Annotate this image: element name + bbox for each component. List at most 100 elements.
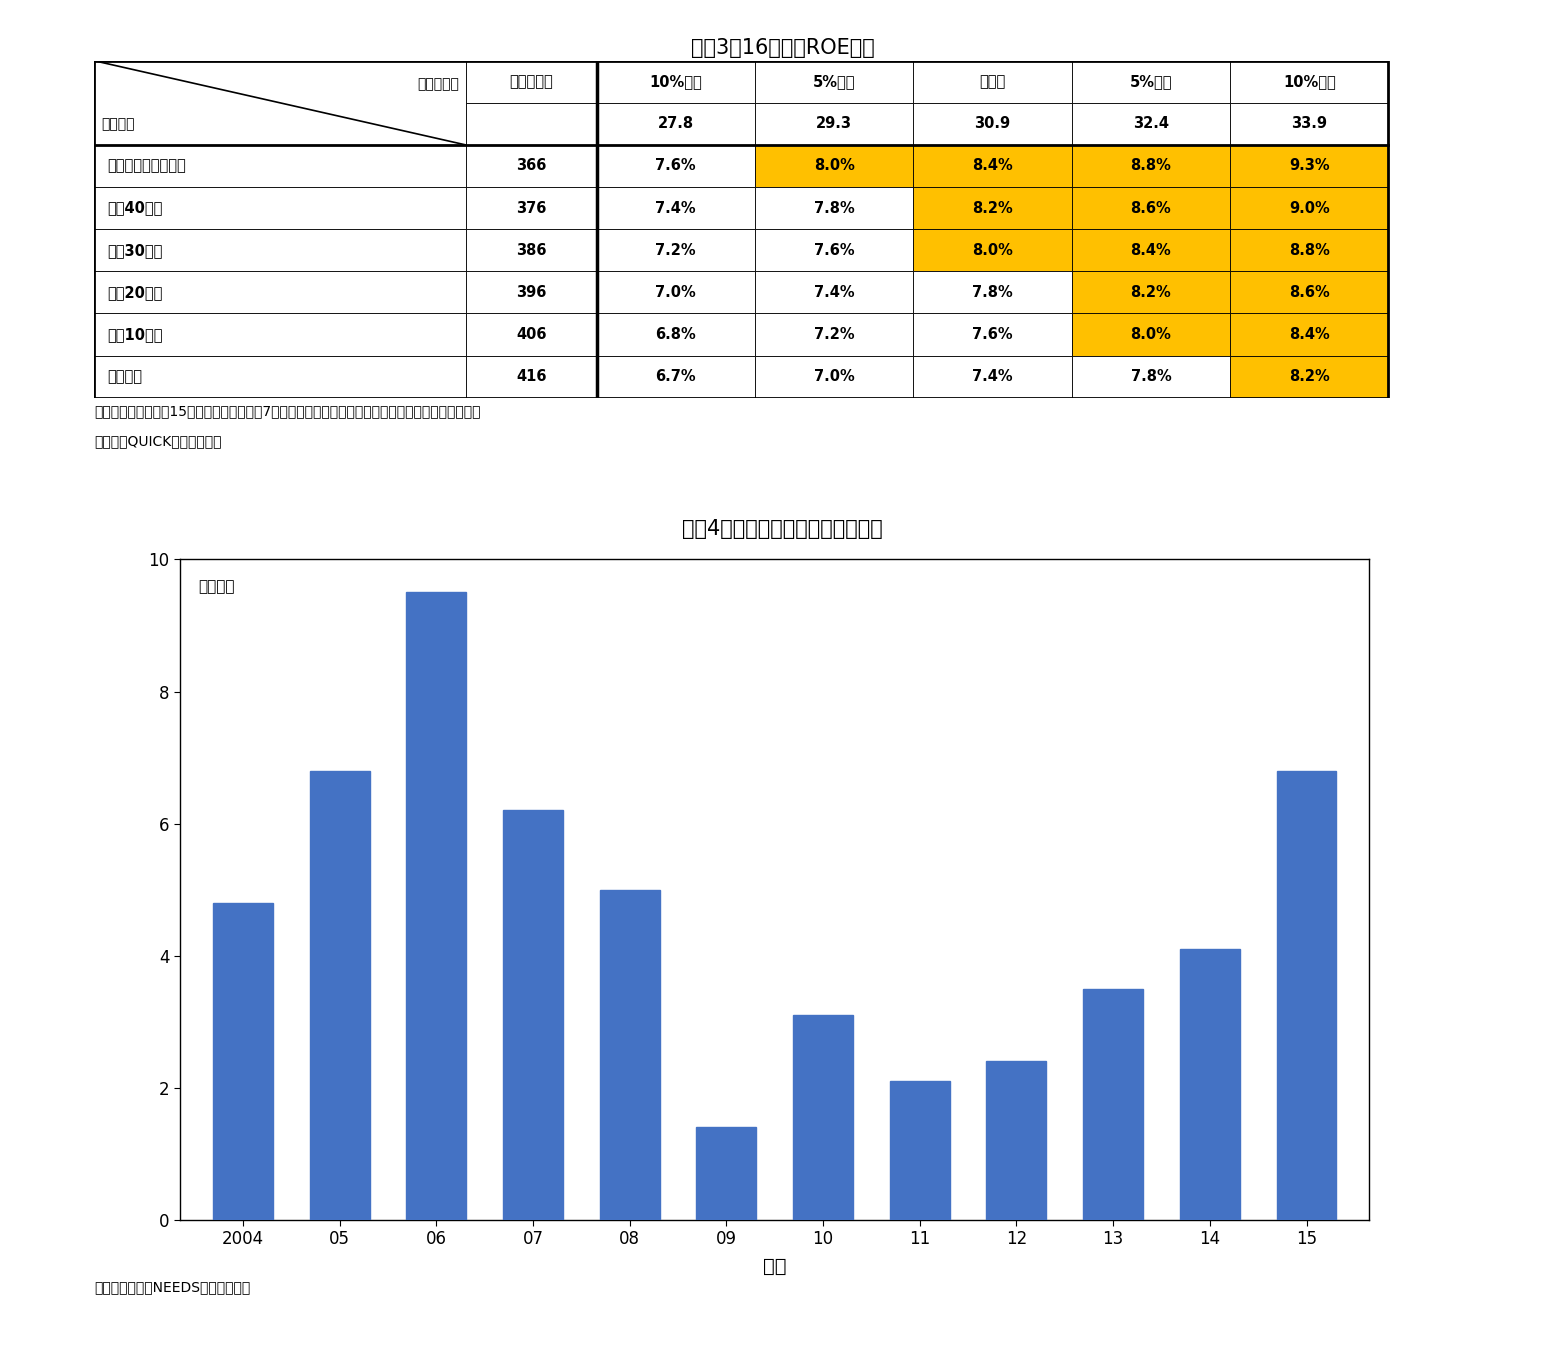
Text: 366: 366 [516,159,546,174]
Text: 8.8%: 8.8% [1130,159,1171,174]
Bar [596,187,754,229]
Bar [1083,989,1142,1220]
Text: 『図3』16年度のROE試算: 『図3』16年度のROE試算 [690,38,875,58]
Bar [596,229,754,271]
Text: 同　10兆円: 同 10兆円 [108,328,163,342]
Bar [914,229,1072,271]
Text: （資料）QUICKから筆者作成: （資料）QUICKから筆者作成 [94,434,221,448]
Bar [1230,187,1388,229]
Text: 自己資本: 自己資本 [100,117,135,131]
Text: 8.2%: 8.2% [972,201,1013,216]
Text: 『図4』上場企業の自社株買い金額: 『図4』上場企業の自社株買い金額 [682,519,883,539]
Bar [914,271,1072,314]
Bar [1072,61,1230,102]
Text: 386: 386 [516,243,546,257]
Bar [1230,146,1388,187]
Bar [1072,356,1230,398]
Text: 同　20兆円: 同 20兆円 [108,284,163,299]
Text: 7.4%: 7.4% [656,201,696,216]
Bar [754,187,914,229]
Text: 7.8%: 7.8% [972,284,1013,299]
Text: 7.4%: 7.4% [972,369,1013,384]
Text: 8.2%: 8.2% [1130,284,1171,299]
Text: 27.8: 27.8 [657,116,693,131]
Text: 7.0%: 7.0% [814,369,854,384]
Text: （資料）　日経NEEDSより筆者作成: （資料） 日経NEEDSより筆者作成 [94,1281,250,1294]
Text: 7.8%: 7.8% [1130,369,1171,384]
X-axis label: 年度: 年度 [762,1256,787,1275]
Text: 396: 396 [516,284,546,299]
Text: 当期純利益: 当期純利益 [509,74,552,89]
Text: 7.6%: 7.6% [972,328,1013,342]
Bar [754,271,914,314]
Bar [914,102,1072,146]
Text: 横ばい: 横ばい [980,74,1006,89]
Bar [94,314,466,356]
Text: 7.2%: 7.2% [814,328,854,342]
Text: 7.8%: 7.8% [814,201,854,216]
Text: 32.4: 32.4 [1133,116,1169,131]
Bar [1072,146,1230,187]
Text: 9.0%: 9.0% [1290,201,1330,216]
Text: 9.3%: 9.3% [1290,159,1330,174]
Bar [914,314,1072,356]
Text: 自社株買い５０兆円: 自社株買い５０兆円 [108,159,186,174]
Bar [754,356,914,398]
Bar [793,1015,853,1220]
Bar [94,229,466,271]
Text: 8.0%: 8.0% [814,159,854,174]
Text: 同　30兆円: 同 30兆円 [108,243,163,257]
Bar [754,102,914,146]
Bar [94,271,466,314]
Bar [986,1061,1047,1220]
Bar [94,61,466,146]
Bar [466,271,596,314]
Bar [466,229,596,271]
Bar [596,356,754,398]
Bar [213,903,272,1220]
Bar [94,187,466,229]
Bar [1180,949,1239,1220]
Text: 8.2%: 8.2% [1290,369,1330,384]
Text: 33.9: 33.9 [1291,116,1327,131]
Text: 7.0%: 7.0% [656,284,696,299]
Bar [1072,229,1230,271]
Bar [1072,102,1230,146]
Bar [1072,271,1230,314]
Text: 5%増益: 5%増益 [1130,74,1172,89]
Text: 6.8%: 6.8% [656,328,696,342]
Text: 当期純利益: 当期純利益 [416,77,459,92]
Text: 376: 376 [516,201,546,216]
Text: 8.4%: 8.4% [1290,328,1330,342]
Text: （兆円）: （兆円） [197,580,235,594]
Text: 7.4%: 7.4% [814,284,854,299]
Bar [890,1081,950,1220]
Bar [754,61,914,102]
Bar [599,890,659,1220]
Bar [502,810,563,1220]
Bar [1230,314,1388,356]
Text: 8.4%: 8.4% [972,159,1013,174]
Text: 7.6%: 7.6% [814,243,854,257]
Text: 7.6%: 7.6% [656,159,696,174]
Bar [596,146,754,187]
Text: 10%増益: 10%増益 [1283,74,1335,89]
Text: （注）単位は兆円。15年度の当期純利益の7割を内部留保すると仮定して自己資本の額を算出した。: （注）単位は兆円。15年度の当期純利益の7割を内部留保すると仮定して自己資本の額… [94,404,480,418]
Bar [466,187,596,229]
Text: 8.4%: 8.4% [1130,243,1171,257]
Text: 5%減益: 5%減益 [812,74,856,89]
Bar [1072,187,1230,229]
Bar [696,1127,756,1220]
Bar [596,271,754,314]
Bar [94,356,466,398]
Bar [596,61,754,102]
Bar [1230,102,1388,146]
Text: 同　ゼロ: 同 ゼロ [108,369,142,384]
Text: 416: 416 [516,369,546,384]
Text: 30.9: 30.9 [975,116,1011,131]
Text: 6.7%: 6.7% [656,369,696,384]
Text: 7.2%: 7.2% [656,243,696,257]
Text: 8.6%: 8.6% [1130,201,1171,216]
Text: 406: 406 [516,328,546,342]
Text: 同　40兆円: 同 40兆円 [108,201,163,216]
